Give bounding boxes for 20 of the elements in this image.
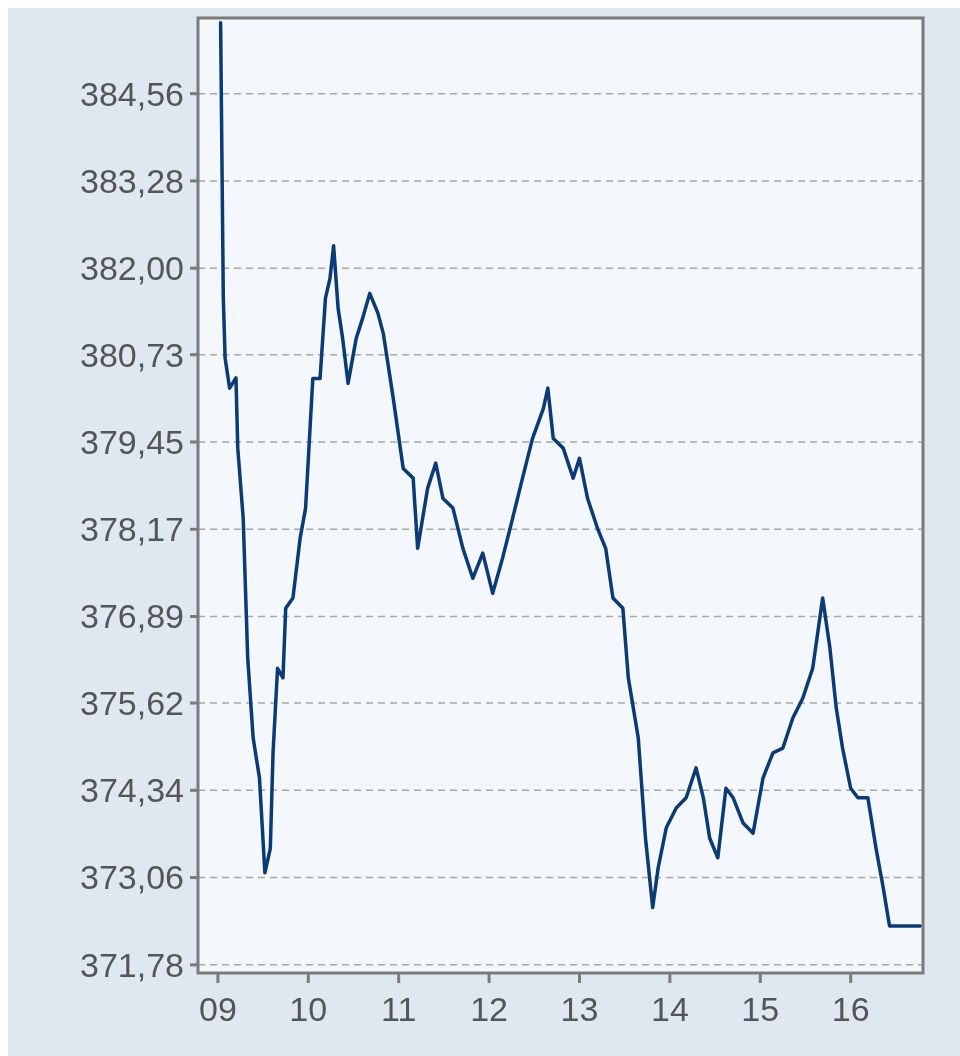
line-series: [218, 21, 923, 928]
y-tick-label: 384,56: [80, 74, 184, 113]
y-tick-label: 373,06: [80, 858, 184, 897]
x-tick-label: 13: [560, 990, 599, 1028]
x-tick-label: 10: [289, 990, 328, 1028]
y-tick-label: 374,34: [80, 771, 184, 810]
x-tick-label: 16: [831, 990, 870, 1028]
x-tick-label: 15: [741, 990, 780, 1028]
x-tick-label: 11: [381, 990, 417, 1028]
y-tick-label: 378,17: [80, 510, 184, 549]
y-tick-label: 382,00: [80, 249, 184, 288]
y-tick-label: 371,78: [80, 945, 184, 984]
y-tick-label: 379,45: [80, 422, 184, 461]
x-tick-label: 12: [470, 990, 508, 1028]
y-tick-label: 380,73: [80, 335, 184, 374]
y-tick-label: 383,28: [80, 161, 184, 200]
y-tick-label: 376,89: [80, 597, 184, 636]
x-tick-label: 14: [650, 990, 689, 1028]
y-tick-label: 375,62: [80, 683, 184, 722]
x-tick-label: 09: [198, 990, 237, 1028]
